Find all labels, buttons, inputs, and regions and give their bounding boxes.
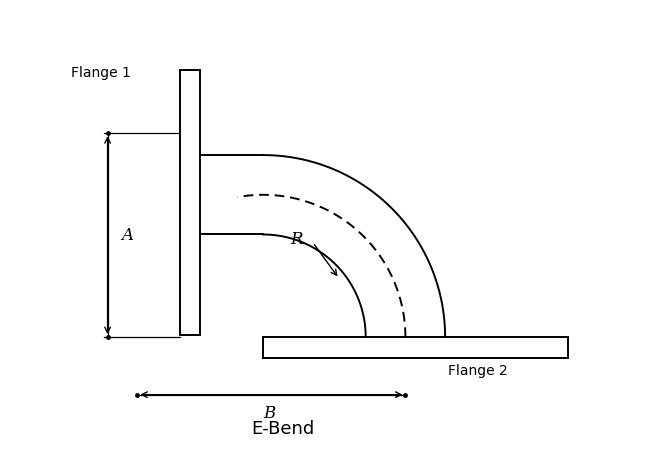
Text: Flange 1: Flange 1 (71, 66, 131, 80)
Polygon shape (181, 70, 200, 335)
Text: R: R (290, 231, 303, 248)
Text: B: B (263, 405, 276, 422)
Text: Flange 2: Flange 2 (449, 365, 508, 379)
Text: E-Bend: E-Bend (252, 420, 315, 438)
Text: A: A (121, 227, 134, 244)
Polygon shape (263, 337, 568, 358)
